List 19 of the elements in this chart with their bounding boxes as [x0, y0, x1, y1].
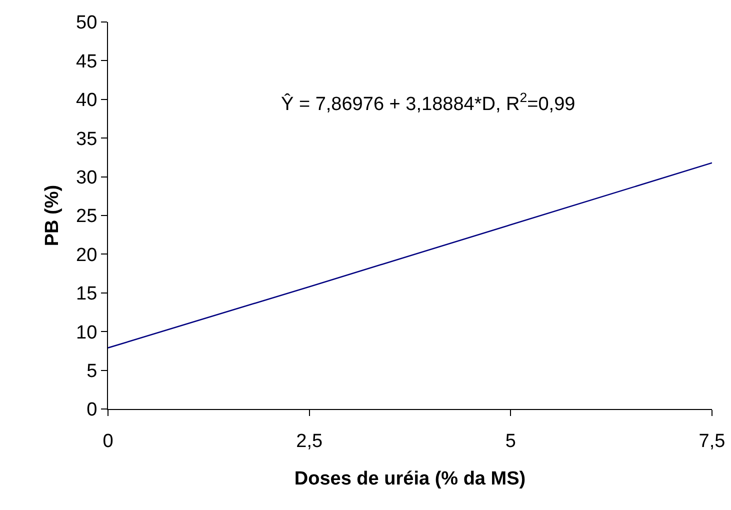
x-tick-label: 5	[505, 430, 516, 452]
y-tick-label: 15	[76, 284, 98, 305]
y-tick-label: 25	[76, 206, 98, 228]
y-tick-label: 30	[76, 167, 98, 188]
x-tick-label: 7,5	[698, 430, 726, 452]
x-tick-label: 2,5	[296, 430, 323, 452]
line-series	[108, 162, 712, 348]
x-axis-title: Doses de uréia (% da MS)	[294, 468, 526, 490]
x-tick-label: 0	[102, 430, 114, 452]
y-tick-label: 20	[76, 244, 98, 266]
y-tick-label: 40	[76, 90, 98, 112]
y-tick-label: 45	[76, 51, 98, 72]
y-tick-label: 35	[76, 128, 98, 150]
y-tick-label: 10	[76, 322, 98, 344]
annotation: Ŷ = 7,86976 + 3,18884*D, R$^{2}$=0,99	[281, 90, 576, 115]
y-axis-title: PB (%)	[42, 184, 63, 246]
y-tick-label: 5	[86, 360, 98, 382]
y-tick-label: 0	[86, 400, 98, 421]
y-tick-label: 50	[76, 12, 98, 34]
